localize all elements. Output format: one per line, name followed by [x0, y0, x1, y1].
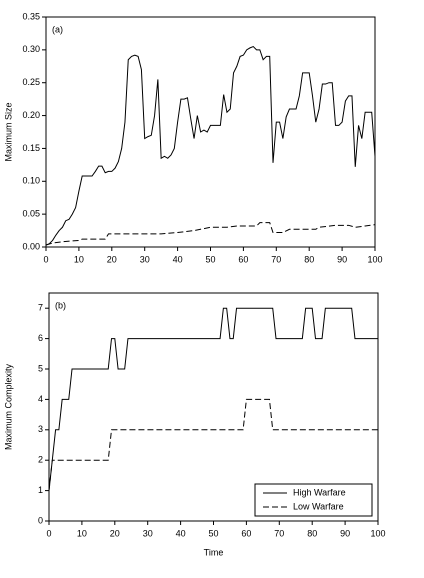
x-tick-label: 70 — [271, 254, 281, 264]
x-tick-label: 30 — [143, 528, 153, 538]
y-axis-label: Maximum Size — [3, 102, 13, 161]
panel-label: (b) — [55, 300, 66, 310]
y-tick-label: 0.30 — [22, 44, 40, 54]
x-tick-label: 50 — [205, 254, 215, 264]
x-tick-label: 30 — [140, 254, 150, 264]
x-tick-label: 40 — [173, 254, 183, 264]
y-tick-label: 0.25 — [22, 77, 40, 87]
y-tick-label: 5 — [38, 363, 43, 373]
y-tick-label: 0.35 — [22, 11, 40, 21]
x-tick-label: 90 — [337, 254, 347, 264]
x-tick-label: 60 — [238, 254, 248, 264]
y-tick-label: 0.00 — [22, 241, 40, 251]
x-tick-label: 60 — [241, 528, 251, 538]
data-line — [45, 222, 376, 246]
x-tick-label: 40 — [176, 528, 186, 538]
x-tick-label: 80 — [307, 528, 317, 538]
x-tick-label: 20 — [107, 254, 117, 264]
x-tick-label: 20 — [110, 528, 120, 538]
y-tick-label: 0.20 — [22, 110, 40, 120]
x-tick-label: 0 — [46, 528, 51, 538]
legend-label: High Warfare — [293, 487, 346, 497]
x-tick-label: 90 — [340, 528, 350, 538]
x-tick-label: 10 — [77, 528, 87, 538]
x-axis-label: Time — [204, 547, 224, 557]
legend-box — [254, 483, 373, 517]
y-tick-label: 0.05 — [22, 209, 40, 219]
x-tick-label: 70 — [274, 528, 284, 538]
data-line — [48, 398, 378, 491]
y-tick-label: 0 — [38, 515, 43, 525]
x-tick-label: 10 — [74, 254, 84, 264]
x-tick-label: 100 — [370, 528, 385, 538]
y-tick-label: 0.15 — [22, 143, 40, 153]
panel-label: (a) — [52, 24, 63, 34]
y-tick-label: 0.10 — [22, 176, 40, 186]
plot-frame — [45, 16, 376, 248]
y-axis-label: Maximum Complexity — [3, 363, 13, 450]
y-tick-label: 1 — [38, 485, 43, 495]
x-tick-label: 0 — [43, 254, 48, 264]
x-tick-label: 100 — [367, 254, 382, 264]
y-tick-label: 4 — [38, 394, 43, 404]
legend-label: Low Warfare — [293, 501, 344, 511]
data-line — [45, 45, 376, 246]
x-tick-label: 80 — [304, 254, 314, 264]
x-tick-label: 50 — [208, 528, 218, 538]
y-tick-label: 2 — [38, 455, 43, 465]
y-tick-label: 3 — [38, 424, 43, 434]
data-line — [48, 307, 378, 491]
y-tick-label: 7 — [38, 303, 43, 313]
y-tick-label: 6 — [38, 333, 43, 343]
